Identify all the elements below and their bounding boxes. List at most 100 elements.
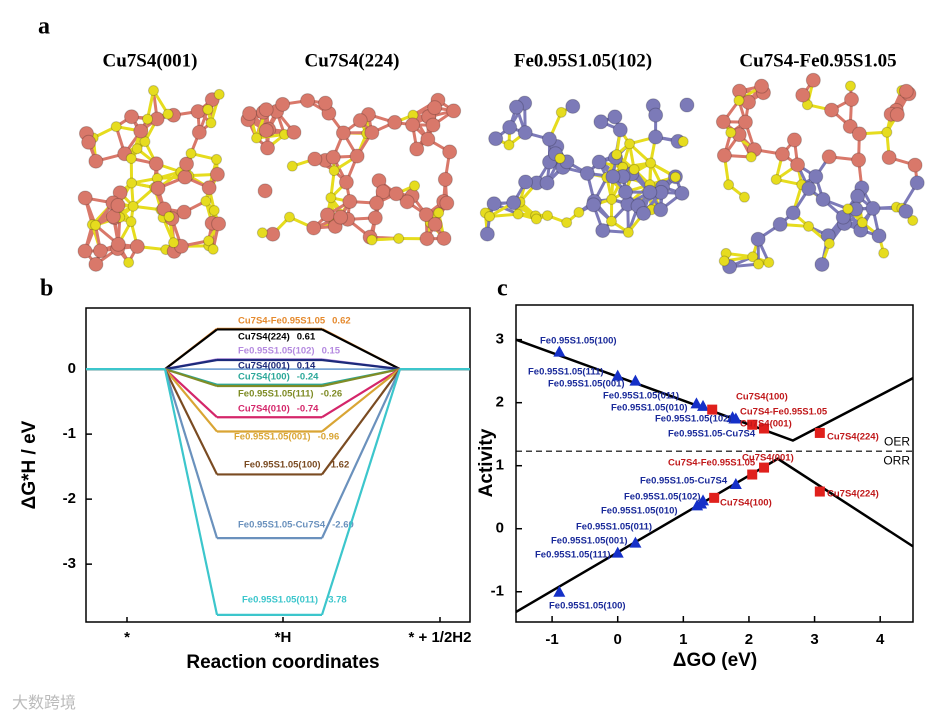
atom [851, 152, 867, 168]
point-label: Fe0.95S1.05-Cu7S4 [640, 476, 728, 487]
x-axis-label: ΔGO (eV) [673, 650, 757, 671]
energy-connector [164, 368, 218, 433]
atom [442, 144, 458, 160]
energy-connector [320, 368, 402, 616]
atom [679, 97, 695, 113]
y-tick-label: 1 [496, 457, 504, 474]
atom [622, 226, 634, 238]
atom [163, 211, 175, 223]
level-label: Cu7S4(010) [238, 404, 290, 415]
atom [393, 233, 405, 245]
point [729, 477, 742, 489]
point [611, 546, 624, 558]
atom [561, 217, 573, 229]
atom [200, 195, 212, 207]
atom [790, 157, 806, 173]
y-tick-label: 3 [496, 331, 504, 348]
atom [605, 169, 621, 185]
atom [208, 204, 220, 216]
y-tick-label: -3 [63, 555, 76, 572]
atom [325, 192, 337, 204]
atom [110, 236, 126, 252]
energy-connector [163, 368, 219, 539]
x-axis-label: Reaction coordinates [186, 652, 379, 673]
atom [488, 131, 504, 147]
atom [81, 134, 97, 150]
level-value: 0.62 [332, 316, 351, 327]
atom [715, 114, 731, 130]
atom [133, 123, 149, 139]
atom [636, 205, 652, 221]
atom [645, 157, 657, 169]
atom [335, 125, 351, 141]
atom [418, 207, 434, 223]
atom [307, 151, 323, 167]
atom [125, 216, 137, 228]
energy-connector [321, 358, 401, 371]
atom [512, 208, 524, 220]
atom [541, 210, 553, 222]
atom [737, 114, 753, 130]
point-label: Fe0.95S1.05(011) [603, 391, 679, 402]
atom [364, 125, 380, 141]
point [759, 423, 770, 434]
point-label: Cu7S4(001) [740, 419, 792, 430]
level-value: -0.96 [318, 432, 340, 443]
point-label: Fe0.95S1.05(010) [611, 403, 688, 414]
level-value: 0.14 [297, 361, 316, 372]
atom [898, 83, 914, 99]
atom [624, 138, 636, 150]
atom [502, 119, 518, 135]
atom [257, 183, 273, 199]
energy-connector [321, 368, 401, 419]
atom [129, 238, 145, 254]
point-label: Cu7S4(001) [742, 453, 794, 464]
atom [763, 257, 775, 269]
atom [628, 163, 640, 175]
energy-connector [321, 328, 401, 371]
atom [300, 93, 316, 109]
atom [865, 200, 881, 216]
energy-connector [164, 368, 218, 475]
atom [907, 214, 919, 226]
atom [653, 202, 669, 218]
atom [283, 211, 295, 223]
atom [851, 126, 867, 142]
x-tick-label: 4 [876, 631, 885, 648]
atom [127, 200, 139, 212]
point [747, 469, 758, 480]
energy-connector [321, 368, 401, 476]
atom [369, 195, 385, 211]
atom [148, 156, 164, 172]
atom [674, 185, 690, 201]
atom [506, 195, 522, 211]
atom [333, 209, 349, 225]
atom [814, 256, 830, 272]
point-label: Cu7S4(100) [736, 392, 788, 403]
x-tick-label: * [124, 629, 130, 646]
atom [555, 106, 567, 118]
atom [88, 256, 104, 272]
point [629, 536, 642, 548]
atom [328, 165, 340, 177]
atom [579, 165, 595, 181]
atom [437, 171, 453, 187]
atom [203, 235, 215, 247]
point [759, 462, 770, 473]
atom [824, 102, 840, 118]
atom [586, 197, 602, 213]
atom [750, 231, 766, 247]
atom [772, 216, 788, 232]
point-label: Cu7S4(100) [720, 498, 772, 509]
atom [745, 151, 757, 163]
atom [617, 184, 633, 200]
atom [142, 113, 154, 125]
point [747, 419, 758, 430]
x-tick-label: *H [275, 629, 292, 646]
atom [388, 186, 404, 202]
point [553, 585, 566, 597]
y-tick-label: 0 [496, 520, 504, 537]
level-value: -3.78 [325, 595, 347, 606]
atom [725, 127, 737, 139]
atom [213, 88, 225, 100]
